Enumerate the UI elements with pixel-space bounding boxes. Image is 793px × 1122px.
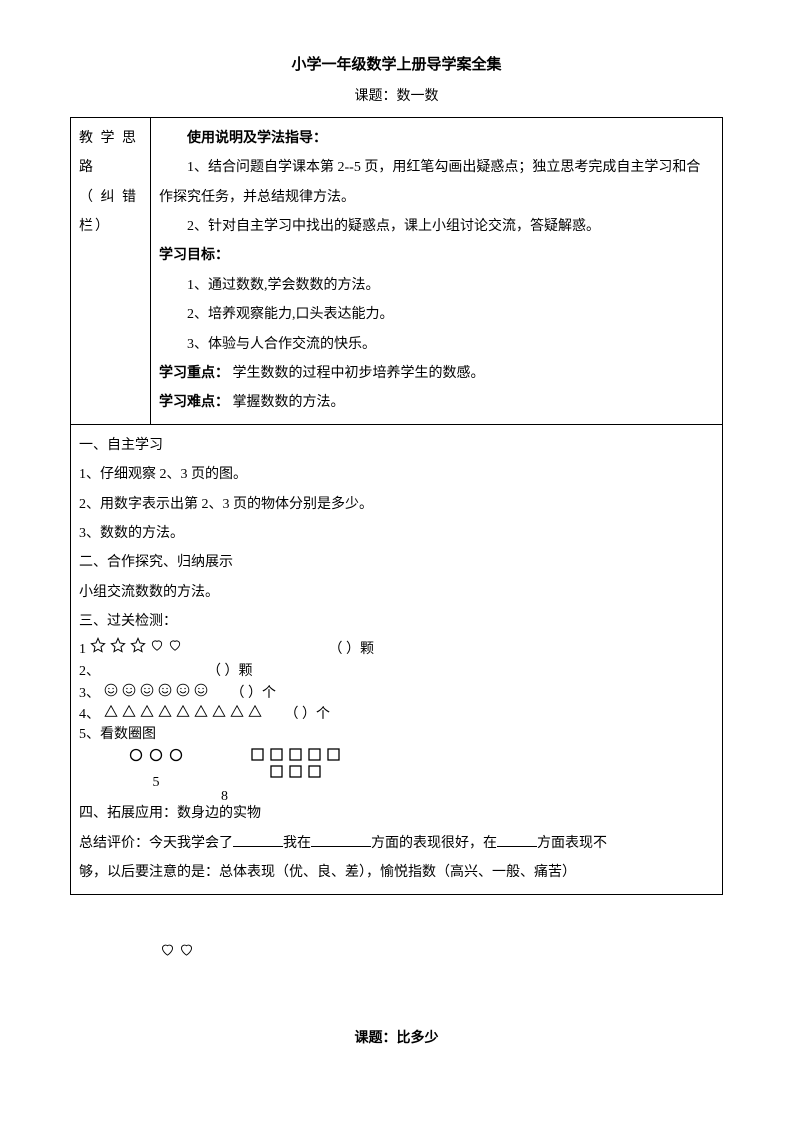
- diff-label: 学习难点：: [159, 395, 229, 410]
- heart-icon: [150, 638, 164, 652]
- blank-field[interactable]: [233, 833, 283, 847]
- triangle-icon: [230, 704, 244, 718]
- usage-heading: 使用说明及学法指导：: [159, 124, 714, 153]
- q4-prefix: 4、: [79, 707, 100, 722]
- blank-field[interactable]: [497, 833, 537, 847]
- q2-row: 2、 （ ）颗: [79, 661, 714, 683]
- usage-p1: 1、结合问题自学课本第 2--5 页，用红笔勾画出疑惑点；独立思考完成自主学习和…: [159, 153, 714, 212]
- s2-l3: 3、数数的方法。: [79, 519, 714, 548]
- square-icon: [308, 748, 321, 761]
- left-line2: 路: [79, 153, 142, 182]
- triangle-icon: [122, 704, 136, 718]
- square-icon: [251, 748, 264, 761]
- heart-icon: [179, 942, 194, 957]
- q3-icons: [104, 683, 208, 697]
- square-icon: [289, 748, 302, 761]
- heart-icon: [168, 638, 182, 652]
- page-title: 小学一年级数学上册导学案全集: [70, 50, 723, 82]
- square-icon: [270, 748, 283, 761]
- bottom-hearts: [160, 935, 723, 964]
- q1-suffix: （ ）颗: [329, 642, 375, 657]
- main-table: 教 学 思 路 （ 纠 错 栏） 使用说明及学法指导： 1、结合问题自学课本第 …: [70, 117, 723, 895]
- focus-label: 学习重点：: [159, 366, 229, 381]
- triangle-icon: [176, 704, 190, 718]
- square-icon: [308, 765, 321, 778]
- star-icon: [110, 637, 126, 653]
- q1-prefix: 1: [79, 642, 86, 657]
- q2-prefix: 2、: [79, 664, 100, 679]
- smile-icon: [122, 683, 136, 697]
- q3-prefix: 3、: [79, 686, 100, 701]
- q4-row: 4、 （ ）个: [79, 704, 714, 725]
- q5-num2: 8: [221, 782, 228, 811]
- summary-mid3: 方面表现不: [537, 836, 607, 851]
- triangle-icon: [194, 704, 208, 718]
- circle-icon: [149, 748, 163, 762]
- s2-l2: 2、用数字表示出第 2、3 页的物体分别是多少。: [79, 490, 714, 519]
- heart-icon: [160, 942, 175, 957]
- focus-row: 学习重点： 学生数数的过程中初步培养学生的数感。: [159, 359, 714, 388]
- summary-mid1: 我在: [283, 836, 311, 851]
- left-line4: 栏）: [79, 212, 142, 241]
- star-icon: [130, 637, 146, 653]
- diff-text: 掌握数数的方法。: [233, 395, 345, 410]
- q5-num1: 5: [153, 768, 160, 797]
- square-icon: [270, 765, 283, 778]
- section2-cell: 一、自主学习 1、仔细观察 2、3 页的图。 2、用数字表示出第 2、3 页的物…: [71, 424, 723, 894]
- left-line3: （ 纠 错: [79, 183, 142, 212]
- q4-suffix: （ ）个: [285, 707, 331, 722]
- page-subtitle: 课题：数一数: [70, 82, 723, 111]
- square-icon: [289, 765, 302, 778]
- smile-icon: [104, 683, 118, 697]
- smile-icon: [194, 683, 208, 697]
- summary-mid2: 方面的表现很好，在: [371, 836, 497, 851]
- goal-2: 2、培养观察能力,口头表达能力。: [159, 300, 714, 329]
- triangle-icon: [140, 704, 154, 718]
- q2-suffix: （ ）颗: [207, 664, 253, 679]
- square-group: 8: [251, 748, 340, 793]
- s2-h4: 四、拓展应用：数身边的实物: [79, 799, 714, 828]
- goal-1: 1、通过数数,学会数数的方法。: [159, 271, 714, 300]
- triangle-icon: [158, 704, 172, 718]
- circle-icon: [169, 748, 183, 762]
- focus-text: 学生数数的过程中初步培养学生的数感。: [233, 366, 485, 381]
- circle-group: 5: [129, 748, 183, 797]
- q3-suffix: （ ）个: [231, 686, 277, 701]
- summary-line1: 总结评价：今天我学会了 我在 方面的表现很好，在 方面表现不: [79, 829, 714, 858]
- smile-icon: [158, 683, 172, 697]
- diff-row: 学习难点： 掌握数数的方法。: [159, 388, 714, 417]
- goal-3: 3、体验与人合作交流的快乐。: [159, 330, 714, 359]
- circle-icon: [129, 748, 143, 762]
- s2-h2: 二、合作探究、归纳展示: [79, 548, 714, 577]
- q5-shapes: 5 8: [129, 748, 714, 797]
- summary-prefix: 总结评价：今天我学会了: [79, 836, 233, 851]
- q1-icons: [90, 637, 182, 653]
- blank-field[interactable]: [311, 833, 371, 847]
- s2-l4: 小组交流数数的方法。: [79, 578, 714, 607]
- q5-label: 5、看数圈图: [79, 725, 714, 745]
- goal-heading: 学习目标：: [159, 241, 714, 270]
- triangle-icon: [212, 704, 226, 718]
- q3-row: 3、 （ ）个: [79, 683, 714, 704]
- smile-icon: [140, 683, 154, 697]
- smile-icon: [176, 683, 190, 697]
- square-icon: [327, 748, 340, 761]
- usage-p2: 2、针对自主学习中找出的疑惑点，课上小组讨论交流，答疑解惑。: [159, 212, 714, 241]
- triangle-icon: [248, 704, 262, 718]
- summary-line2: 够，以后要注意的是：总体表现（优、良、差），愉悦指数（高兴、一般、痛苦）: [79, 858, 714, 887]
- left-line1: 教 学 思: [79, 124, 142, 153]
- s2-h1: 一、自主学习: [79, 431, 714, 460]
- s2-h3: 三、过关检测：: [79, 607, 714, 636]
- q1-row: 1 （ ）颗: [79, 637, 714, 661]
- s2-l1: 1、仔细观察 2、3 页的图。: [79, 460, 714, 489]
- left-column: 教 学 思 路 （ 纠 错 栏）: [71, 117, 151, 424]
- q4-icons: [104, 704, 262, 718]
- star-icon: [90, 637, 106, 653]
- section1-cell: 使用说明及学法指导： 1、结合问题自学课本第 2--5 页，用红笔勾画出疑惑点；…: [151, 117, 723, 424]
- triangle-icon: [104, 704, 118, 718]
- bottom-subtitle: 课题：比多少: [70, 1024, 723, 1053]
